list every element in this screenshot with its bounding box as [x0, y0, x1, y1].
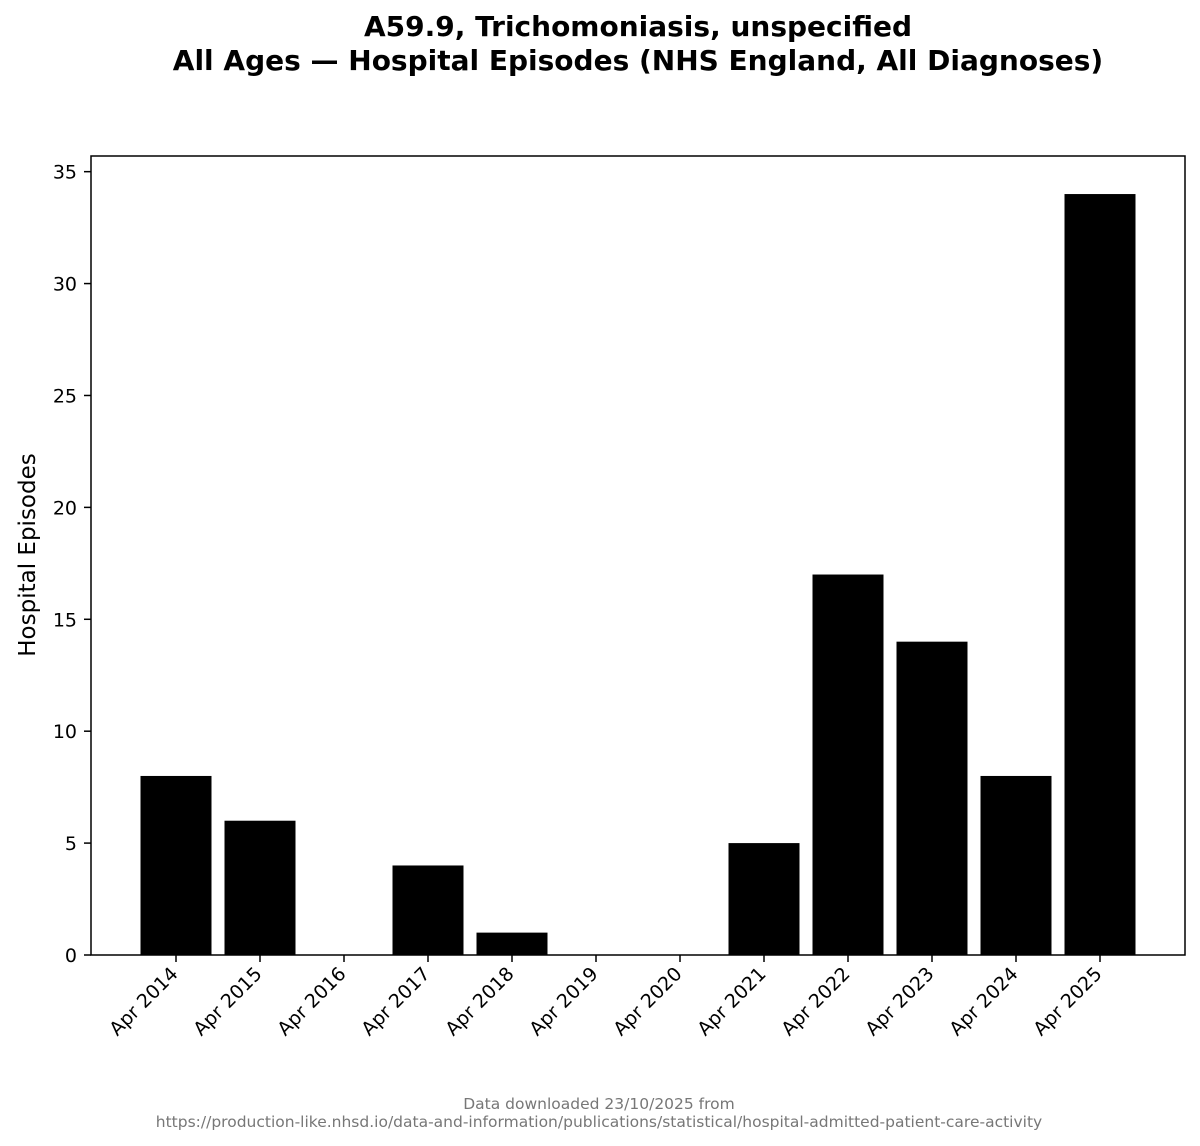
y-tick-label: 15 [53, 609, 77, 631]
x-tick-label: Apr 2014 [105, 963, 182, 1040]
x-tick-label: Apr 2023 [861, 963, 938, 1040]
bar [476, 932, 548, 955]
y-tick-label: 30 [53, 274, 77, 296]
y-axis: 0 5 10 15 20 25 30 35 [53, 162, 91, 967]
chart-title-line-1: A59.9, Trichomoniasis, unspecified [363, 10, 913, 43]
x-tick-label: Apr 2022 [777, 963, 854, 1040]
source-note-line-2: https://production-like.nhsd.io/data-and… [155, 1113, 1043, 1131]
x-tick-label: Apr 2024 [945, 963, 1022, 1040]
bar [140, 775, 212, 955]
bar [392, 865, 464, 955]
chart-title: A59.9, Trichomoniasis, unspecified All A… [0, 10, 1200, 78]
x-tick-label: Apr 2015 [189, 963, 266, 1040]
y-tick-label: 35 [53, 162, 77, 184]
bar [980, 775, 1052, 955]
bar [812, 574, 884, 955]
y-tick-label: 0 [65, 945, 77, 967]
y-tick-label: 25 [53, 385, 77, 407]
x-tick-label: Apr 2020 [609, 963, 686, 1040]
bar [728, 843, 800, 955]
bar [1064, 194, 1136, 956]
x-tick-label: Apr 2017 [357, 963, 434, 1040]
x-axis: Apr 2014 Apr 2015 Apr 2016 Apr 2017 Apr 2018… [105, 955, 1107, 1040]
y-axis-label: Hospital Episodes [15, 453, 41, 656]
plot-frame [90, 155, 1186, 956]
x-tick-label: Apr 2018 [441, 963, 518, 1040]
source-note: Data downloaded 23/10/2025 from https://… [0, 1095, 1198, 1131]
bars-group [140, 194, 1136, 956]
x-tick-label: Apr 2016 [273, 963, 350, 1040]
x-tick-label: Apr 2021 [693, 963, 770, 1040]
source-note-line-1: Data downloaded 23/10/2025 from [463, 1095, 735, 1113]
x-tick-label: Apr 2019 [525, 963, 602, 1040]
bar [224, 820, 296, 955]
y-tick-label: 20 [53, 497, 77, 519]
x-tick-label: Apr 2025 [1029, 963, 1106, 1040]
y-tick-label: 5 [65, 833, 77, 855]
chart-title-line-2: All Ages — Hospital Episodes (NHS Englan… [172, 44, 1104, 77]
y-tick-label: 10 [53, 721, 77, 743]
bar [896, 641, 968, 955]
